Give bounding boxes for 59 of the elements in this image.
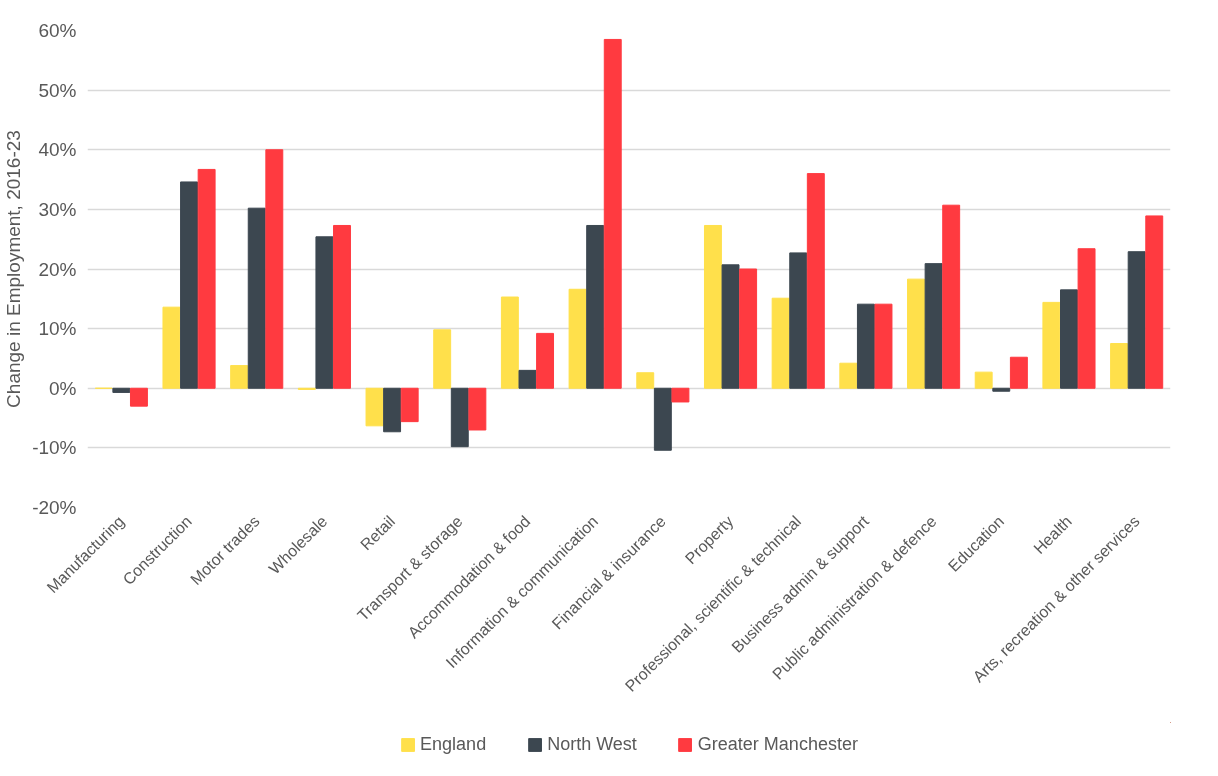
bar xyxy=(112,387,131,393)
bar xyxy=(450,387,469,448)
bar xyxy=(247,207,266,389)
bar xyxy=(739,268,758,389)
bar xyxy=(433,329,452,389)
bar xyxy=(907,278,925,389)
y-tick-label: 20% xyxy=(38,258,77,280)
bar xyxy=(315,236,334,389)
bar xyxy=(671,387,690,403)
y-tick-label: 40% xyxy=(38,139,77,161)
bar xyxy=(653,387,672,451)
bar xyxy=(992,387,1011,392)
bar xyxy=(1009,356,1028,389)
bar xyxy=(839,362,858,389)
y-tick-label: 60% xyxy=(38,20,77,41)
y-tick-label: 30% xyxy=(38,198,77,220)
bar xyxy=(636,372,655,389)
bar xyxy=(1077,248,1096,389)
bar xyxy=(1110,343,1129,389)
bar xyxy=(568,288,587,389)
bar xyxy=(1042,301,1061,389)
bar xyxy=(586,224,605,389)
legend-label: North West xyxy=(547,733,637,755)
bar xyxy=(400,387,419,423)
y-tick-label: 0% xyxy=(49,377,77,399)
bar xyxy=(806,173,825,389)
bar xyxy=(500,296,519,389)
bar xyxy=(603,38,622,389)
bar xyxy=(333,224,351,389)
y-tick-label: -20% xyxy=(32,497,77,518)
bar xyxy=(924,263,943,389)
bar xyxy=(771,297,790,389)
bar xyxy=(703,224,722,389)
bar xyxy=(1060,289,1078,389)
y-tick-label: 50% xyxy=(38,79,77,101)
bar xyxy=(789,252,808,389)
bar xyxy=(1127,251,1146,389)
bar xyxy=(230,365,249,389)
bar xyxy=(162,306,181,389)
bar xyxy=(383,387,402,433)
bar xyxy=(856,303,875,389)
bar xyxy=(129,387,148,407)
bar xyxy=(536,332,555,389)
bar xyxy=(974,371,993,389)
y-tick-label: -10% xyxy=(32,437,77,459)
legend-label: Greater Manchester xyxy=(697,733,858,755)
bar xyxy=(1145,215,1164,389)
bar xyxy=(365,387,384,427)
bar xyxy=(721,264,740,389)
bar xyxy=(518,369,537,389)
bar xyxy=(265,149,284,389)
y-tick-label: 10% xyxy=(38,318,77,340)
bar xyxy=(942,204,961,389)
bar xyxy=(468,387,487,431)
bar xyxy=(180,181,198,389)
bar xyxy=(874,303,893,389)
legend-label: England xyxy=(420,733,487,755)
bar xyxy=(197,168,216,389)
y-axis-title: Change in Employment, 2016-23 xyxy=(3,130,25,408)
